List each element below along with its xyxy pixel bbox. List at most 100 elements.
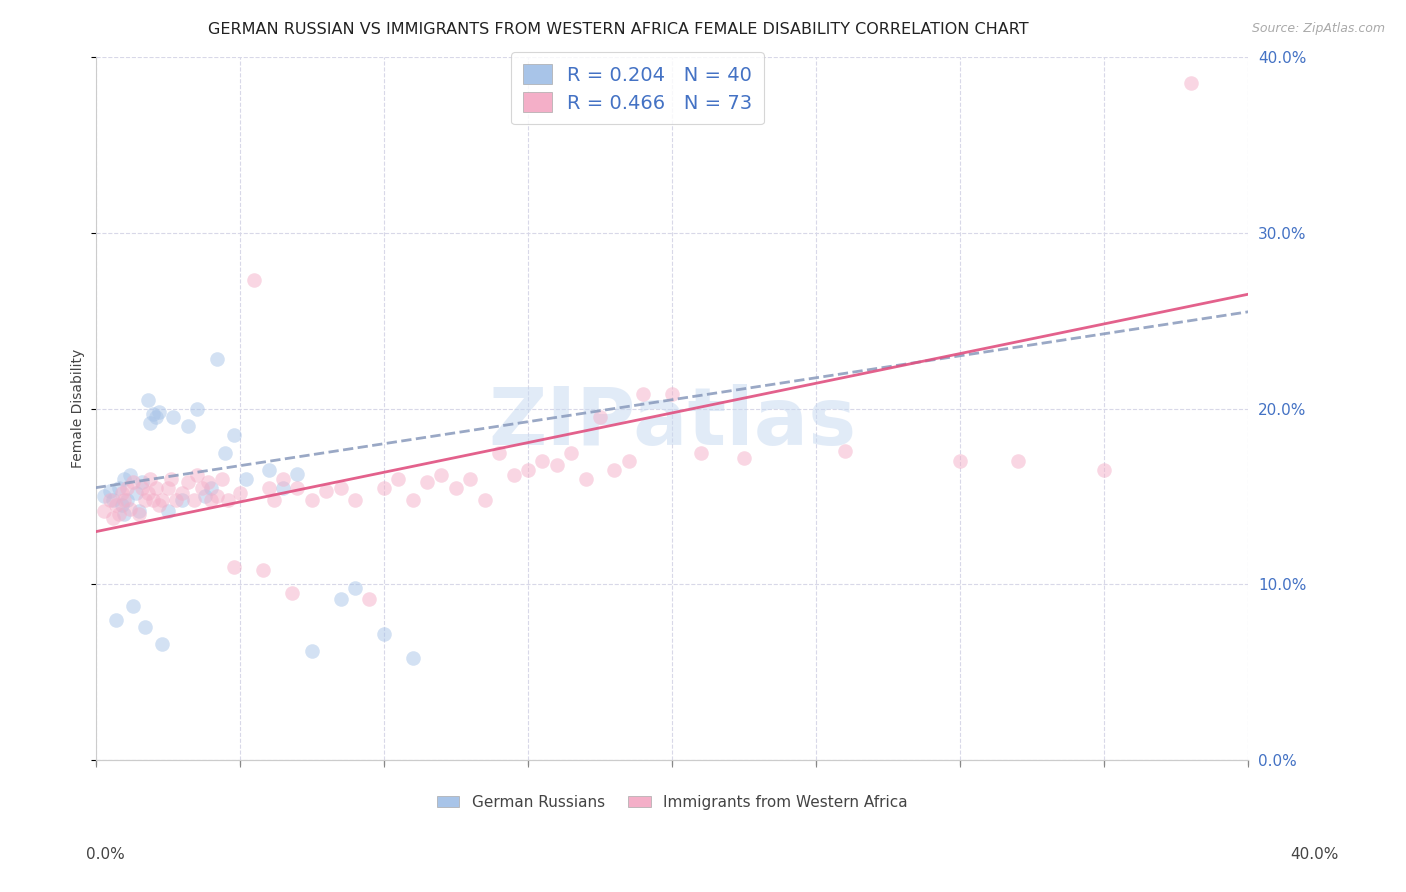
Point (617, 454, 640, 468)
Point (546, 458, 568, 472)
Text: 40.0%: 40.0% (1291, 847, 1339, 863)
Text: Source: ZipAtlas.com: Source: ZipAtlas.com (1251, 22, 1385, 36)
Point (205, 490, 228, 504)
Point (148, 498, 170, 512)
Point (444, 481, 467, 495)
Point (531, 454, 554, 468)
Point (222, 428, 245, 442)
Point (172, 486, 194, 500)
Point (93, 490, 115, 504)
Point (301, 493, 323, 508)
Point (1007, 454, 1029, 468)
Point (136, 392, 159, 407)
Point (402, 493, 425, 508)
Point (134, 493, 156, 508)
Point (128, 507, 150, 521)
Point (159, 472, 181, 486)
Point (98, 493, 121, 508)
Text: ZIPatlas: ZIPatlas (488, 384, 856, 461)
Point (315, 484, 337, 499)
Point (114, 493, 136, 508)
Point (205, 352, 228, 367)
Point (516, 463, 538, 477)
Point (136, 486, 159, 500)
Point (145, 410, 167, 425)
Point (661, 387, 683, 401)
Point (177, 475, 200, 490)
Point (257, 463, 280, 477)
Point (416, 475, 439, 490)
Point (1180, 76, 1202, 90)
Point (98, 484, 121, 499)
Point (458, 472, 481, 486)
Point (200, 493, 222, 508)
Point (134, 620, 156, 634)
Point (156, 503, 179, 517)
Point (110, 498, 132, 512)
Point (114, 472, 136, 486)
Point (142, 493, 165, 508)
Point (191, 481, 214, 495)
Point (117, 493, 139, 508)
Point (148, 405, 170, 419)
Point (474, 493, 496, 508)
Point (186, 468, 208, 483)
Point (271, 481, 294, 495)
Point (1092, 463, 1115, 477)
Point (834, 443, 856, 458)
Point (373, 626, 395, 640)
Point (631, 387, 654, 401)
Point (150, 637, 173, 651)
Point (287, 481, 309, 495)
Point (589, 410, 612, 425)
Point (177, 419, 200, 434)
Point (122, 475, 145, 490)
Point (172, 493, 194, 508)
Point (101, 493, 124, 508)
Point (104, 498, 127, 512)
Point (488, 445, 510, 459)
Point (101, 510, 124, 524)
Point (93, 503, 115, 517)
Point (229, 486, 252, 500)
Point (139, 472, 162, 486)
Point (252, 563, 274, 577)
Point (194, 490, 217, 504)
Point (183, 493, 205, 508)
Point (104, 613, 127, 627)
Point (120, 501, 142, 516)
Point (125, 486, 148, 500)
Point (128, 503, 150, 517)
Point (689, 445, 711, 459)
Point (502, 468, 524, 483)
Text: 0.0%: 0.0% (86, 847, 125, 863)
Point (200, 481, 222, 495)
Point (107, 507, 129, 521)
Point (280, 586, 302, 600)
Point (122, 599, 145, 613)
Point (131, 481, 153, 495)
Point (373, 481, 395, 495)
Point (110, 486, 132, 500)
Point (949, 454, 972, 468)
Point (603, 463, 626, 477)
Point (139, 416, 162, 430)
Point (162, 410, 184, 425)
Text: GERMAN RUSSIAN VS IMMIGRANTS FROM WESTERN AFRICA FEMALE DISABILITY CORRELATION C: GERMAN RUSSIAN VS IMMIGRANTS FROM WESTER… (208, 22, 1029, 37)
Point (359, 591, 381, 606)
Point (733, 450, 755, 465)
Point (131, 475, 153, 490)
Point (235, 472, 257, 486)
Point (574, 472, 596, 486)
Point (430, 468, 453, 483)
Point (222, 559, 245, 574)
Point (145, 481, 167, 495)
Point (560, 445, 582, 459)
Point (402, 651, 425, 665)
Point (211, 472, 233, 486)
Point (329, 481, 352, 495)
Point (301, 644, 323, 658)
Point (142, 407, 165, 421)
Point (197, 475, 219, 490)
Point (387, 472, 409, 486)
